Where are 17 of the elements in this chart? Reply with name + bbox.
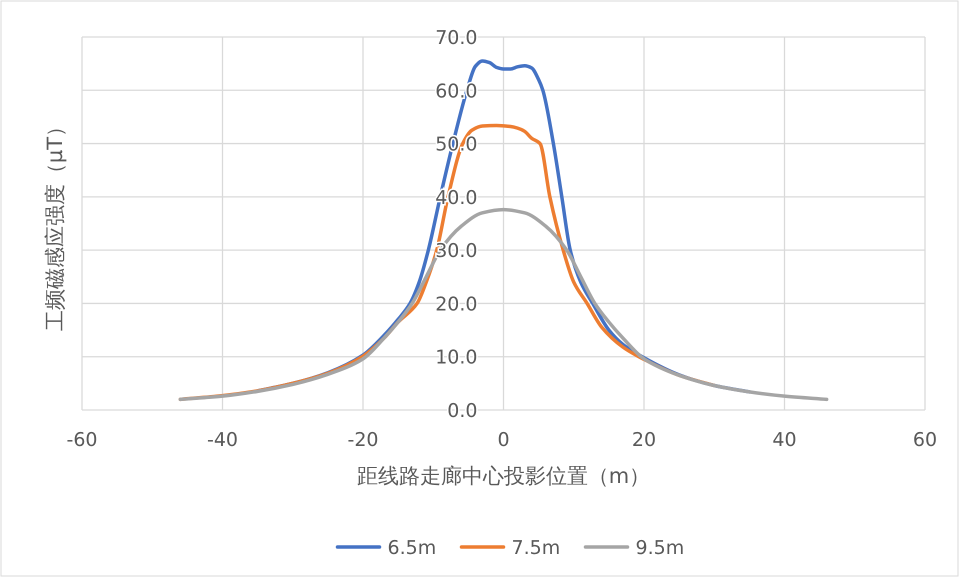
x-tick-label: 20 — [632, 429, 656, 451]
y-axis-title: 工频磁感应强度（μT） — [43, 116, 67, 332]
y-tick-label: 10.0 — [435, 346, 478, 369]
x-tick-label: -60 — [66, 429, 98, 451]
legend-label: 9.5m — [636, 537, 684, 559]
x-tick-label: 0 — [497, 429, 510, 451]
x-tick-label: -40 — [206, 429, 238, 451]
y-tick-label: 70.0 — [435, 27, 478, 49]
y-tick-label: 30.0 — [435, 240, 478, 262]
legend-label: 6.5m — [388, 537, 436, 559]
legend-label: 7.5m — [512, 537, 560, 559]
y-tick-label: 0.0 — [447, 400, 478, 422]
x-axis-title: 距线路走廊中心投影位置（m） — [356, 464, 650, 488]
x-tick-label: 40 — [772, 429, 797, 451]
x-tick-label: 60 — [912, 429, 938, 451]
y-tick-label: 20.0 — [435, 293, 478, 316]
x-tick-label: -20 — [347, 429, 379, 451]
